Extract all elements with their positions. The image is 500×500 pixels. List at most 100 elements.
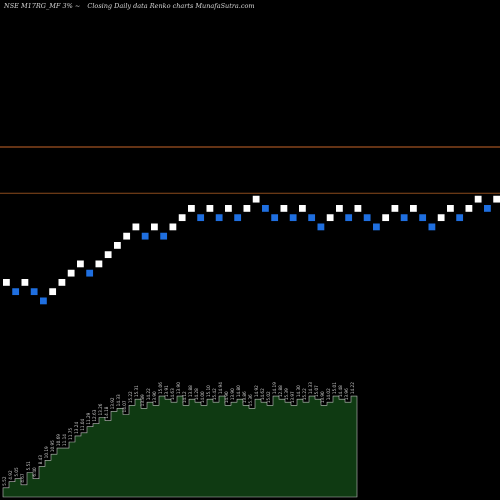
renko-brick-down: [428, 223, 436, 231]
volume-label: 14.90: [224, 391, 229, 403]
volume-label: 13.92: [110, 397, 115, 409]
volume-label: 4.67: [20, 473, 25, 483]
renko-brick-down: [456, 214, 464, 222]
volume-label: 14.07: [122, 400, 127, 412]
renko-brick-up: [132, 223, 140, 231]
renko-brick-up: [49, 288, 57, 296]
volume-label: 10.19: [44, 446, 49, 458]
volume-label: 10.95: [50, 440, 55, 452]
volume-label: 15.07: [314, 385, 319, 397]
renko-brick-up: [474, 195, 482, 203]
volume-label: 14.18: [104, 406, 109, 418]
volume-label: 11.75: [68, 428, 73, 440]
volume-label: 14.22: [350, 382, 355, 394]
volume-label: 12.63: [92, 409, 97, 421]
volume-label: 13.26: [98, 403, 103, 415]
renko-brick-down: [400, 214, 408, 222]
renko-brick-up: [169, 223, 177, 231]
renko-brick-up: [67, 269, 75, 277]
renko-brick-up: [123, 232, 131, 240]
renko-brick-up: [21, 279, 29, 286]
volume-label: 14.19: [272, 382, 277, 394]
renko-brick-down: [234, 214, 242, 222]
volume-label: 15.42: [212, 388, 217, 400]
volume-label: 15.01: [332, 382, 337, 394]
renko-brick-down: [262, 205, 269, 212]
volume-label: 5.51: [26, 461, 31, 471]
volume-label: 15.22: [128, 391, 133, 403]
volume-label: 14.28: [194, 388, 199, 400]
volume-label: 10.69: [56, 434, 61, 446]
volume-label: 13.96: [344, 388, 349, 400]
volume-label: 4.92: [8, 470, 13, 480]
volume-label: 14.33: [116, 394, 121, 406]
volume-label: 14.80: [236, 385, 241, 397]
volume-label: 13.88: [188, 385, 193, 397]
volume-label: 11.29: [86, 412, 91, 424]
renko-brick-down: [30, 288, 38, 296]
renko-brick-down: [86, 269, 94, 277]
volume-label: 15.02: [266, 391, 271, 403]
renko-brick-up: [104, 251, 112, 259]
chart-header: NSE M17RG_MF 3% ~ Closing Daily data Ren…: [4, 2, 260, 10]
renko-brick-up: [382, 214, 390, 222]
renko-brick-up: [188, 205, 195, 212]
chart-subtitle: Closing Daily data Renko charts MunafaSu…: [87, 2, 255, 10]
renko-brick-down: [363, 214, 371, 222]
volume-label: 15.10: [206, 385, 211, 397]
renko-brick-up: [354, 205, 362, 212]
renko-brick-up: [3, 279, 10, 286]
volume-label: 14.48: [338, 385, 343, 397]
volume-label: 15.36: [248, 394, 253, 406]
renko-brick-down: [317, 223, 325, 231]
volume-label: 5.52: [2, 476, 7, 486]
volume-label: 13.97: [290, 391, 295, 403]
volume-label: 15.39: [284, 388, 289, 400]
volume-label: 14.30: [296, 385, 301, 397]
renko-brick-up: [252, 195, 260, 203]
renko-brick-up: [465, 205, 473, 212]
volume-label: 15.06: [158, 382, 163, 394]
symbol-label: NSE M17RG_MF 3% ~: [4, 2, 81, 10]
volume-label: 13.86: [242, 391, 247, 403]
volume-label: 12.88: [278, 385, 283, 397]
volume-label: 11.04: [80, 418, 85, 430]
renko-brick-up: [243, 205, 251, 212]
volume-label: 13.90: [320, 391, 325, 403]
volume-label: 14.33: [308, 382, 313, 394]
renko-brick-up: [95, 260, 103, 268]
volume-label: 15.31: [134, 385, 139, 397]
renko-brick-up: [58, 279, 66, 286]
renko-brick-down: [289, 214, 297, 222]
renko-brick-up: [206, 205, 214, 212]
volume-label: 14.12: [182, 391, 187, 403]
renko-brick-up: [493, 195, 500, 203]
renko-brick-down: [40, 297, 47, 305]
renko-brick-up: [280, 205, 288, 212]
renko-brick-down: [160, 232, 168, 240]
volume-label: 13.91: [164, 385, 169, 397]
volume-area: [2, 395, 358, 498]
volume-label: 5.05: [14, 467, 19, 477]
renko-brick-down: [12, 288, 20, 296]
renko-brick-up: [336, 205, 343, 212]
renko-brick-up: [391, 205, 399, 212]
renko-brick-up: [178, 214, 186, 222]
volume-label: 13.90: [176, 382, 181, 394]
renko-brick-up: [326, 214, 334, 222]
volume-label: 14.00: [200, 391, 205, 403]
volume-label: 15.22: [302, 388, 307, 400]
renko-brick-up: [114, 242, 121, 249]
renko-brick-up: [410, 205, 417, 212]
volume-label: 14.62: [260, 388, 265, 400]
renko-brick-down: [484, 205, 491, 212]
volume-label: 14.22: [146, 388, 151, 400]
volume-label: 13.24: [74, 422, 79, 434]
volume-label: 14.02: [326, 388, 331, 400]
volume-label: 11.14: [62, 434, 67, 446]
volume-label: 14.94: [218, 382, 223, 394]
renko-brick-up: [77, 260, 84, 268]
renko-brick-up: [437, 214, 445, 222]
